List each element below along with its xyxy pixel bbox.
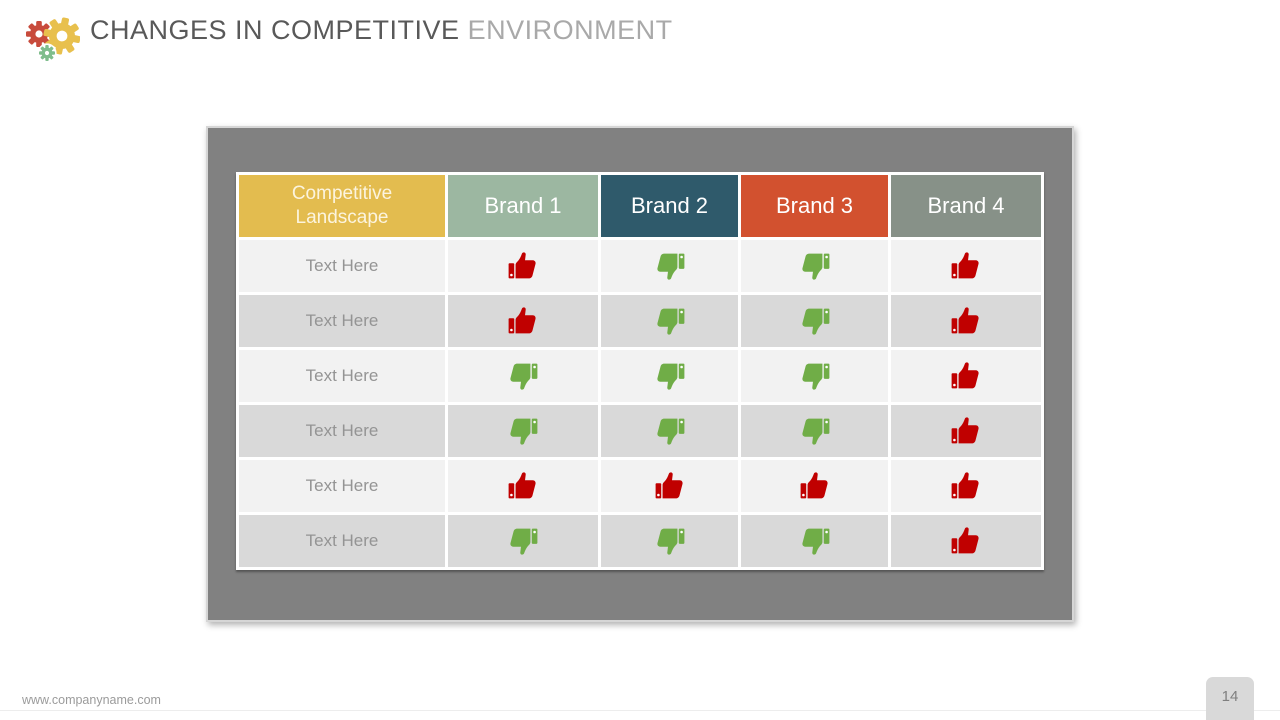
rating-cell-down	[741, 350, 888, 402]
row-label: Text Here	[239, 515, 445, 567]
rating-cell-down	[741, 240, 888, 292]
row-label: Text Here	[239, 405, 445, 457]
table-body: Text Here Text Here Text Here Text Here Text…	[239, 240, 1041, 567]
thumb-down-icon	[801, 308, 829, 335]
thumb-down-icon	[801, 528, 829, 555]
rating-cell-up	[891, 295, 1041, 347]
footer-divider	[0, 710, 1280, 711]
gear-red	[26, 21, 52, 47]
gear-green	[37, 43, 57, 62]
table-header-row: Competitive Landscape Brand 1 Brand 2 Brand…	[239, 175, 1041, 237]
rating-cell-down	[448, 515, 598, 567]
rating-cell-down	[448, 405, 598, 457]
row-label: Text Here	[239, 295, 445, 347]
gear-yellow	[43, 17, 80, 55]
rating-cell-down	[741, 295, 888, 347]
thumb-down-icon	[656, 528, 684, 555]
rating-cell-up	[891, 240, 1041, 292]
thumb-up-icon	[508, 472, 536, 499]
thumb-down-icon	[510, 418, 538, 445]
thumb-down-icon	[656, 308, 684, 335]
table-row: Text Here	[239, 405, 1041, 457]
rating-cell-up	[891, 405, 1041, 457]
row-label: Text Here	[239, 240, 445, 292]
table-row: Text Here	[239, 295, 1041, 347]
thumb-down-icon	[801, 253, 829, 280]
thumb-up-icon	[508, 252, 536, 279]
thumb-down-icon	[656, 253, 684, 280]
thumb-down-icon	[510, 528, 538, 555]
table-frame: Competitive Landscape Brand 1 Brand 2 Brand…	[206, 126, 1074, 622]
rating-cell-up	[601, 460, 738, 512]
thumb-up-icon	[951, 252, 979, 279]
table-row: Text Here	[239, 240, 1041, 292]
footer-website: www.companyname.com	[22, 693, 161, 707]
thumb-down-icon	[510, 363, 538, 390]
table-row: Text Here	[239, 515, 1041, 567]
thumb-up-icon	[951, 307, 979, 334]
competitive-landscape-table: Competitive Landscape Brand 1 Brand 2 Brand…	[236, 172, 1044, 570]
table-row: Text Here	[239, 350, 1041, 402]
thumb-down-icon	[801, 363, 829, 390]
slide-header: CHANGES IN COMPETITIVE ENVIRONMENT	[12, 4, 673, 62]
thumb-up-icon	[655, 472, 683, 499]
rating-cell-down	[448, 350, 598, 402]
rating-cell-up	[891, 350, 1041, 402]
thumb-down-icon	[801, 418, 829, 445]
row-label: Text Here	[239, 350, 445, 402]
column-header-brand-1: Brand 1	[448, 175, 598, 237]
page-number-badge: 14	[1206, 677, 1254, 720]
page-title: CHANGES IN COMPETITIVE ENVIRONMENT	[90, 15, 673, 52]
thumb-up-icon	[951, 417, 979, 444]
page-title-primary: CHANGES IN COMPETITIVE	[90, 14, 460, 45]
rating-cell-up	[448, 240, 598, 292]
rating-cell-down	[741, 405, 888, 457]
column-header-brand-2: Brand 2	[601, 175, 738, 237]
rating-cell-up	[891, 460, 1041, 512]
rating-cell-down	[601, 295, 738, 347]
thumb-up-icon	[508, 307, 536, 334]
thumb-up-icon	[800, 472, 828, 499]
row-label: Text Here	[239, 460, 445, 512]
rating-cell-down	[601, 515, 738, 567]
rating-cell-up	[741, 460, 888, 512]
rating-cell-up	[448, 460, 598, 512]
column-header-brand-3: Brand 3	[741, 175, 888, 237]
column-header-brand-4: Brand 4	[891, 175, 1041, 237]
rating-cell-down	[741, 515, 888, 567]
thumb-down-icon	[656, 418, 684, 445]
thumb-down-icon	[656, 363, 684, 390]
rating-cell-down	[601, 350, 738, 402]
thumb-up-icon	[951, 362, 979, 389]
rating-cell-up	[448, 295, 598, 347]
gears-icon	[26, 17, 80, 62]
page-title-secondary: ENVIRONMENT	[467, 14, 673, 45]
table-row: Text Here	[239, 460, 1041, 512]
rating-cell-up	[891, 515, 1041, 567]
rating-cell-down	[601, 240, 738, 292]
thumb-up-icon	[951, 527, 979, 554]
column-header-landscape: Competitive Landscape	[239, 175, 445, 237]
thumb-up-icon	[951, 472, 979, 499]
rating-cell-down	[601, 405, 738, 457]
